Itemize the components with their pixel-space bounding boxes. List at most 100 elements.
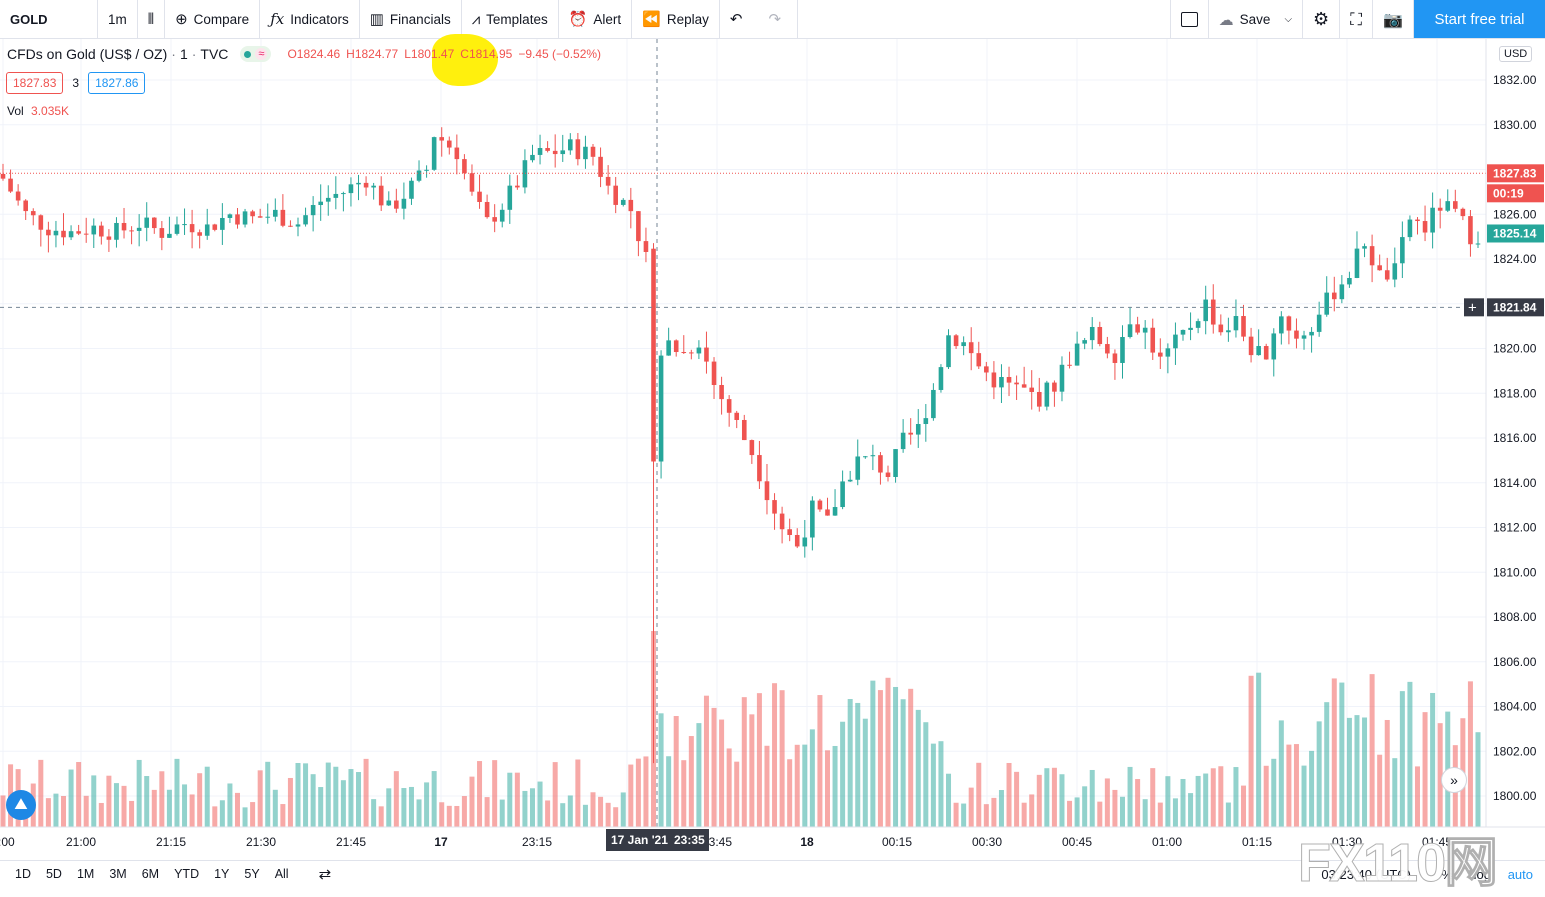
volume-bar — [363, 758, 369, 827]
chart-type-button[interactable]: ⫴ — [138, 0, 166, 39]
financials-label: Financials — [389, 11, 451, 27]
market-status-badge[interactable]: ≈ — [240, 46, 272, 62]
candle-body — [689, 352, 694, 354]
candle-body — [1188, 327, 1193, 330]
volume-bar — [1029, 794, 1035, 827]
candle-body — [825, 509, 830, 516]
range-5d[interactable]: 5D — [45, 866, 62, 881]
redo-button[interactable]: ↷ — [758, 0, 799, 39]
range-6m[interactable]: 6M — [141, 866, 160, 881]
volume-bar — [1142, 799, 1148, 827]
indicators-button[interactable]: ƒx Indicators — [260, 0, 360, 39]
fullscreen-button[interactable]: ⛶ — [1340, 0, 1374, 39]
tradingview-logo-icon[interactable]: ⛰ — [6, 790, 36, 820]
range-1d[interactable]: 1D — [15, 866, 31, 881]
volume-bar — [840, 721, 846, 827]
volume-bar — [1316, 721, 1322, 827]
candle-body — [605, 176, 611, 186]
candle-body — [583, 146, 588, 160]
log-toggle[interactable]: log — [1473, 867, 1491, 882]
time-tick-label: 6:00 — [0, 835, 15, 849]
candle-body — [1059, 364, 1065, 392]
candle-body — [30, 211, 36, 216]
volume-bar — [1392, 758, 1398, 827]
replay-button[interactable]: ⏪ Replay — [632, 0, 720, 39]
range-1y[interactable]: 1Y — [214, 866, 230, 881]
volume-bar — [318, 787, 324, 827]
utc-clock[interactable]: 03:23:40 (UTC) — [1321, 867, 1411, 882]
volume-bar — [1286, 744, 1292, 827]
interval-button[interactable]: 1m — [98, 0, 138, 39]
range-3m[interactable]: 3M — [109, 866, 127, 881]
series-title: CFDs on Gold (US$ / OZ) — [7, 46, 168, 62]
currency-badge[interactable]: USD — [1499, 46, 1533, 62]
time-tick-label: 01:30 — [1332, 835, 1362, 849]
volume-bar — [1354, 715, 1360, 827]
candle-body — [401, 198, 407, 209]
scroll-to-realtime-button[interactable]: » — [1441, 767, 1467, 793]
price-tick-label: 1804.00 — [1493, 700, 1537, 714]
volume-bar — [1399, 691, 1405, 827]
volume-bar — [136, 759, 142, 827]
candle-body — [794, 534, 800, 547]
symbol-search-button[interactable]: GOLD — [0, 0, 98, 39]
time-tick-label: 21:00 — [66, 835, 96, 849]
volume-bar — [454, 805, 460, 827]
candle-body — [1165, 348, 1171, 357]
save-button[interactable]: ☁ Save ⌵ — [1209, 0, 1304, 39]
percent-toggle[interactable]: % — [1441, 867, 1453, 882]
go-to-date-icon[interactable]: ⇄ — [318, 865, 332, 883]
candle-body — [1415, 219, 1420, 222]
candle-body — [1142, 327, 1148, 333]
layout-button[interactable] — [1169, 0, 1209, 39]
legend-sep-2: · — [191, 46, 197, 62]
volume-bar — [287, 777, 293, 827]
chart-pane[interactable]: 1832.001830.001828.001826.001824.001822.… — [0, 39, 1545, 860]
cloud-icon: ☁ — [1218, 11, 1234, 29]
volume-bar — [620, 792, 626, 827]
volume-bar — [824, 750, 830, 827]
ask-button[interactable]: 1827.86 — [88, 72, 146, 94]
candle-body — [711, 361, 717, 386]
range-1m[interactable]: 1M — [76, 866, 95, 881]
compare-button[interactable]: ⊕ Compare — [165, 0, 261, 39]
volume-bar — [295, 763, 301, 827]
alert-button[interactable]: ⏰ Alert — [559, 0, 633, 39]
candle-body — [802, 537, 808, 547]
settings-button[interactable]: ⚙ — [1303, 0, 1341, 39]
candle-body — [303, 215, 308, 225]
bar-chart-icon: ▥ — [369, 11, 384, 28]
start-free-trial-button[interactable]: Start free trial — [1414, 0, 1545, 38]
volume-bar — [333, 766, 339, 827]
snapshot-button[interactable]: 📷 — [1373, 0, 1414, 39]
candle-body — [189, 224, 195, 233]
financials-button[interactable]: ▥ Financials — [360, 0, 462, 39]
price-tick-label: 1800.00 — [1493, 789, 1537, 803]
candle-body — [38, 215, 44, 230]
volume-bar — [1119, 796, 1125, 827]
range-ytd[interactable]: YTD — [174, 866, 200, 881]
volume-bar — [1006, 762, 1012, 827]
range-5y[interactable]: 5Y — [244, 866, 260, 881]
undo-button[interactable]: ↶ — [720, 0, 759, 39]
range-all[interactable]: All — [274, 866, 289, 881]
volume-bar — [900, 699, 906, 827]
time-tick-label: 00:45 — [1062, 835, 1092, 849]
candle-body — [1097, 326, 1103, 345]
candle-body — [1316, 314, 1322, 332]
candle-body — [1120, 337, 1125, 363]
candle-body — [1074, 343, 1080, 366]
time-tick-label: 21:30 — [246, 835, 276, 849]
candle-body — [378, 185, 384, 206]
volume-bar — [930, 743, 936, 827]
volume-bar — [1339, 682, 1345, 827]
bid-button[interactable]: 1827.83 — [6, 72, 64, 94]
candle-body — [159, 228, 165, 238]
candle-body — [76, 231, 81, 234]
candle-body — [273, 209, 278, 217]
volume-bar — [703, 695, 709, 827]
candle-body — [1150, 327, 1156, 353]
alert-label: Alert — [593, 11, 622, 27]
templates-button[interactable]: ⩘ Templates — [462, 0, 559, 39]
auto-scale-toggle[interactable]: auto — [1507, 867, 1533, 882]
